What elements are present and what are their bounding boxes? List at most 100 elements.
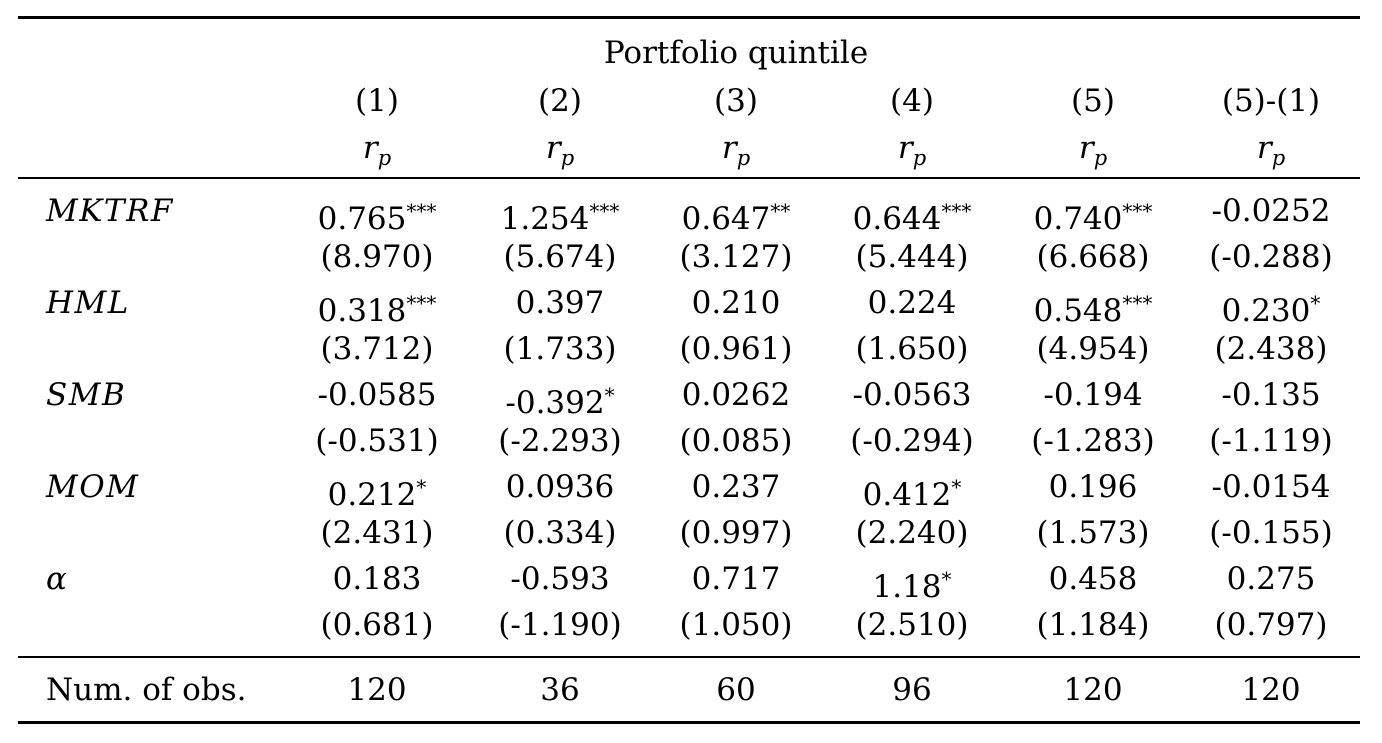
coefficient-value: 0.412 — [862, 477, 952, 513]
column-number: (2) — [538, 83, 582, 119]
t-statistic-cell: (1.733) — [503, 331, 617, 367]
row-label: SMB — [46, 377, 127, 413]
coefficient-value: -0.0563 — [852, 377, 972, 413]
coefficient-cell: 0.458 — [1049, 556, 1138, 602]
observation-count: 120 — [1063, 672, 1123, 708]
coefficient-cell: 0.237 — [692, 464, 781, 510]
t-statistic-cell: (-0.288) — [1209, 239, 1333, 275]
coefficient-cell: 0.196 — [1049, 464, 1138, 510]
coefficient-cell: 0.0262 — [682, 372, 790, 418]
coefficient-cell: 0.740*** — [1034, 188, 1153, 237]
coefficient-value: -0.392 — [505, 385, 605, 421]
t-statistic-cell: (0.085) — [679, 423, 793, 459]
super-header: Portfolio quintile — [603, 35, 869, 71]
observation-count: 60 — [716, 672, 756, 708]
t-statistic-cell: (5.444) — [855, 239, 969, 275]
significance-stars: *** — [941, 199, 972, 223]
t-statistic-cell: (2.510) — [855, 607, 969, 643]
coefficient-cell: -0.0252 — [1212, 188, 1331, 234]
observation-count: 120 — [347, 672, 407, 708]
coefficient-value: -0.0154 — [1211, 469, 1331, 505]
t-statistic-cell: (0.681) — [320, 607, 434, 643]
coefficient-cell: 0.224 — [868, 280, 957, 326]
t-statistic-cell: (1.573) — [1036, 515, 1150, 551]
coefficient-cell: 0.644*** — [852, 188, 972, 237]
coefficient-cell: 0.183 — [333, 556, 422, 602]
coefficient-value: 0.318 — [317, 293, 407, 329]
significance-stars: *** — [589, 199, 620, 223]
column-variable: rp — [1257, 125, 1285, 171]
significance-stars: * — [951, 475, 962, 499]
variable-base: r — [362, 130, 378, 166]
coefficient-value: 0.765 — [317, 201, 407, 237]
coefficient-cell: 0.275 — [1227, 556, 1316, 602]
coefficient-value: 0.212 — [327, 477, 417, 513]
coefficient-cell: 0.210 — [692, 280, 781, 326]
t-statistic-cell: (1.184) — [1036, 607, 1150, 643]
coefficient-cell: -0.194 — [1043, 372, 1142, 418]
column-variable: rp — [898, 125, 926, 171]
coefficient-cell: -0.135 — [1221, 372, 1320, 418]
significance-stars: *** — [1122, 291, 1153, 315]
observation-count: 120 — [1241, 672, 1301, 708]
t-statistic-cell: (2.240) — [855, 515, 969, 551]
significance-stars: * — [416, 475, 427, 499]
coefficient-cell: -0.0563 — [853, 372, 972, 418]
footer-rule — [18, 656, 1360, 658]
coefficient-cell: 0.397 — [516, 280, 605, 326]
header-rule — [18, 177, 1360, 179]
significance-stars: * — [941, 567, 952, 591]
column-number: (5) — [1071, 83, 1115, 119]
t-statistic-cell: (-0.294) — [850, 423, 974, 459]
coefficient-value: -0.0252 — [1211, 193, 1331, 229]
row-label: HML — [46, 285, 130, 321]
t-statistic-cell: (-1.190) — [498, 607, 622, 643]
t-statistic-cell: (3.712) — [320, 331, 434, 367]
significance-stars: *** — [406, 199, 437, 223]
coefficient-cell: 0.0936 — [506, 464, 614, 510]
t-statistic-cell: (3.127) — [679, 239, 793, 275]
t-statistic-cell: (0.797) — [1214, 607, 1328, 643]
variable-subscript: p — [736, 146, 751, 170]
coefficient-value: 0.183 — [332, 561, 422, 597]
significance-stars: *** — [406, 291, 437, 315]
t-statistic-cell: (-0.531) — [315, 423, 439, 459]
coefficient-value: 0.224 — [867, 285, 957, 321]
coefficient-cell: -0.0154 — [1212, 464, 1331, 510]
coefficient-value: 0.548 — [1033, 293, 1123, 329]
coefficient-value: 0.0262 — [681, 377, 791, 413]
coefficient-value: -0.593 — [510, 561, 610, 597]
t-statistic-cell: (2.431) — [320, 515, 434, 551]
coefficient-cell: 0.717 — [692, 556, 781, 602]
coefficient-value: 0.230 — [1221, 293, 1311, 329]
t-statistic-cell: (1.050) — [679, 607, 793, 643]
t-statistic-cell: (-2.293) — [498, 423, 622, 459]
coefficient-cell: -0.0585 — [318, 372, 437, 418]
coefficient-value: 0.210 — [691, 285, 781, 321]
coefficient-value: 1.18 — [872, 569, 942, 605]
t-statistic-cell: (-0.155) — [1209, 515, 1333, 551]
significance-stars: *** — [1122, 199, 1153, 223]
column-number: (4) — [890, 83, 934, 119]
variable-subscript: p — [560, 146, 575, 170]
t-statistic-cell: (-1.119) — [1209, 423, 1333, 459]
coefficient-value: 0.647 — [681, 201, 771, 237]
coefficient-value: 0.196 — [1048, 469, 1138, 505]
coefficient-cell: 1.254*** — [501, 188, 620, 237]
column-number: (3) — [714, 83, 758, 119]
t-statistic-cell: (1.650) — [855, 331, 969, 367]
coefficient-value: 0.644 — [852, 201, 942, 237]
variable-subscript: p — [1271, 146, 1286, 170]
coefficient-value: 0.275 — [1226, 561, 1316, 597]
coefficient-cell: 0.647** — [681, 188, 791, 237]
variable-subscript: p — [912, 146, 927, 170]
coefficient-cell: 1.18* — [872, 556, 952, 605]
variable-subscript: p — [377, 146, 392, 170]
t-statistic-cell: (4.954) — [1036, 331, 1150, 367]
coefficient-value: 0.237 — [691, 469, 781, 505]
coefficient-value: 0.0936 — [505, 469, 615, 505]
column-number: (5)-(1) — [1221, 83, 1321, 119]
coefficient-value: -0.194 — [1043, 377, 1143, 413]
row-label: MOM — [46, 469, 140, 505]
t-statistic-cell: (6.668) — [1036, 239, 1150, 275]
